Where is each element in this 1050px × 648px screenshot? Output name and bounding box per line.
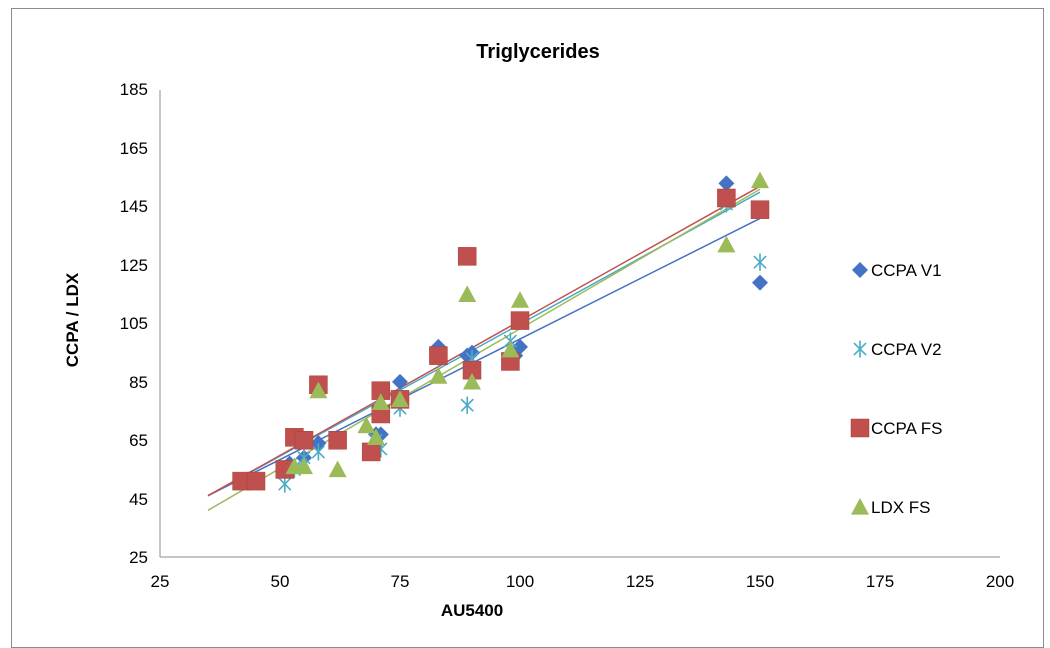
point-ccpa-fs [510, 311, 530, 330]
x-tick-label: 75 [391, 572, 410, 591]
point-ccpa-v2 [460, 396, 474, 415]
x-tick-label: 100 [506, 572, 534, 591]
point-ccpa-v2 [753, 253, 767, 272]
point-ccpa-fs [361, 442, 381, 462]
point-ccpa-fs [429, 346, 448, 365]
point-ccpa-v1 [392, 373, 408, 390]
point-ldx-fs [309, 381, 328, 399]
y-axis-title: CCPA / LDX [63, 272, 82, 367]
legend-diamond-icon [852, 262, 868, 278]
legend-item-ccpa-v1: CCPA V1 [852, 261, 942, 280]
legend-square-icon [850, 418, 870, 438]
legend-label: CCPA FS [871, 419, 942, 438]
point-ccpa-fs [328, 431, 347, 450]
y-axis-ticks: 25 45 65 85 105 125 145 165 185 [120, 80, 148, 567]
x-tick-label: 150 [746, 572, 774, 591]
x-tick-label: 175 [866, 572, 894, 591]
y-tick-label: 45 [129, 490, 148, 509]
scatter-chart: Triglycerides 25 45 65 85 105 125 145 16… [63, 41, 1015, 620]
legend-marker [852, 262, 868, 278]
trendline-ccpa-fs [207, 185, 761, 497]
legend-marker [850, 418, 870, 438]
data-points [232, 171, 770, 493]
legend-label: CCPA V2 [871, 340, 942, 359]
point-ldx-fs [429, 367, 448, 384]
y-tick-label: 65 [129, 431, 148, 450]
point-ccpa-v1 [512, 338, 528, 355]
y-tick-label: 165 [120, 139, 148, 158]
point-ccpa-v1 [718, 175, 735, 192]
point-ldx-fs [717, 235, 736, 253]
legend-marker [851, 498, 869, 515]
point-ldx-fs [511, 291, 529, 308]
y-tick-label: 125 [120, 256, 148, 275]
legend-label: LDX FS [871, 498, 931, 517]
chart-title: Triglycerides [476, 41, 599, 63]
x-tick-label: 200 [986, 572, 1014, 591]
y-tick-label: 105 [120, 314, 148, 333]
y-tick-label: 145 [120, 197, 148, 216]
point-ldx-fs [458, 285, 477, 302]
legend-marker [853, 340, 867, 358]
legend-item-ccpa-v2: CCPA V2 [853, 340, 942, 359]
y-tick-label: 25 [129, 548, 148, 567]
x-tick-label: 50 [271, 572, 290, 591]
point-ccpa-fs [294, 431, 314, 450]
legend-item-ccpa-fs: CCPA FS [850, 418, 942, 438]
legend-asterisk-icon [853, 340, 867, 358]
point-ldx-fs [295, 457, 313, 475]
point-ccpa-v2 [311, 443, 325, 461]
point-ldx-fs [501, 340, 520, 358]
x-axis-title: AU5400 [441, 601, 503, 620]
y-tick-label: 185 [120, 80, 148, 99]
x-tick-label: 125 [626, 572, 654, 591]
point-ccpa-v2 [278, 475, 292, 493]
point-ldx-fs [371, 393, 390, 410]
point-ldx-fs [328, 460, 347, 478]
legend-item-ldx-fs: LDX FS [851, 498, 931, 517]
point-ldx-fs [357, 416, 376, 434]
point-ldx-fs [391, 390, 409, 408]
point-ldx-fs [463, 372, 481, 390]
x-axis-ticks: 25 50 75 100 125 150 175 200 [151, 572, 1015, 591]
point-ccpa-fs [750, 200, 770, 219]
x-tick-label: 25 [151, 572, 170, 591]
point-ccpa-v1 [752, 274, 768, 291]
point-ccpa-fs [246, 471, 266, 491]
legend-label: CCPA V1 [871, 261, 942, 280]
point-ccpa-fs [717, 188, 736, 208]
point-ldx-fs [751, 171, 769, 189]
y-tick-label: 85 [129, 373, 148, 392]
legend: CCPA V1 CCPA V2 CCPA FS LDX FS [850, 261, 942, 517]
legend-triangle-icon [851, 498, 869, 515]
point-ccpa-fs [457, 247, 477, 266]
trendline-ccpa-v1 [207, 217, 761, 497]
point-ldx-fs [367, 428, 385, 445]
